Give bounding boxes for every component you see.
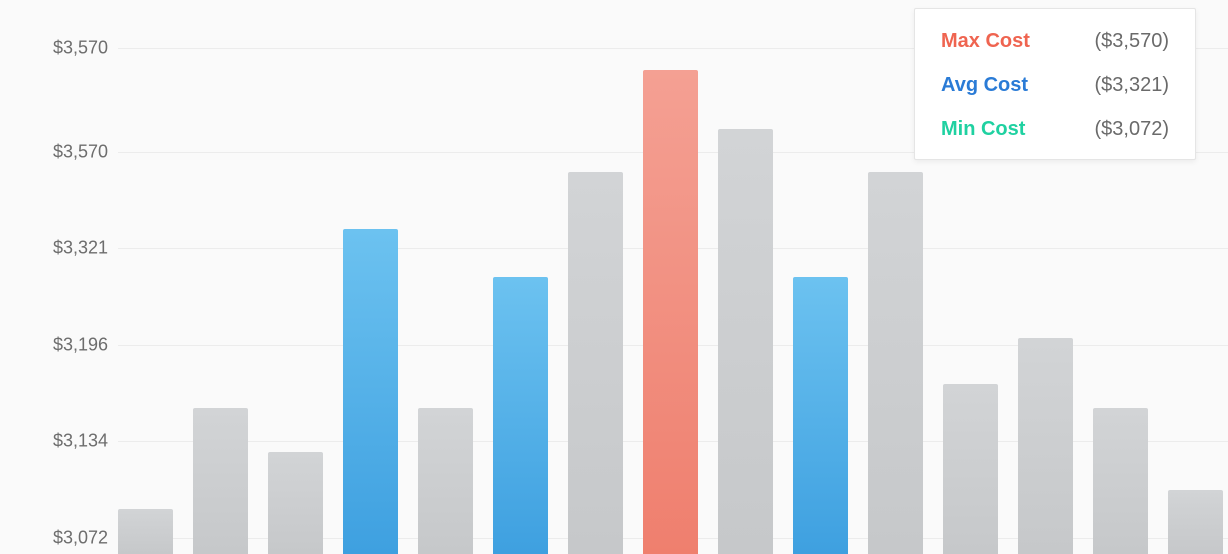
cost-bar-chart: $3,570 $3,570 $3,321 $3,196 $3,134 $3,07…: [0, 0, 1228, 554]
bar: [568, 172, 623, 554]
bar: [1093, 408, 1148, 554]
y-tick-label: $3,321: [0, 238, 108, 259]
legend-row-max: Max Cost ($3,570): [941, 31, 1169, 51]
legend-label-min: Min Cost: [941, 119, 1025, 139]
bar: [943, 384, 998, 554]
bar: [793, 277, 848, 554]
legend-row-min: Min Cost ($3,072): [941, 119, 1169, 139]
bar: [643, 70, 698, 554]
y-tick-label: $3,134: [0, 431, 108, 452]
bar: [1018, 338, 1073, 554]
bar: [718, 129, 773, 554]
bar: [1168, 490, 1223, 554]
legend-value-min: ($3,072): [1095, 119, 1170, 139]
bar: [193, 408, 248, 554]
bar: [493, 277, 548, 554]
legend-row-avg: Avg Cost ($3,321): [941, 75, 1169, 95]
legend-value-max: ($3,570): [1095, 31, 1170, 51]
legend: Max Cost ($3,570) Avg Cost ($3,321) Min …: [914, 8, 1196, 160]
legend-value-avg: ($3,321): [1095, 75, 1170, 95]
bar: [343, 229, 398, 554]
bar: [868, 172, 923, 554]
legend-label-max: Max Cost: [941, 31, 1030, 51]
bar: [418, 408, 473, 554]
y-tick-label: $3,072: [0, 528, 108, 549]
y-tick-label: $3,196: [0, 335, 108, 356]
y-tick-label: $3,570: [0, 142, 108, 163]
legend-label-avg: Avg Cost: [941, 75, 1028, 95]
bar: [118, 509, 173, 554]
bar: [268, 452, 323, 554]
y-tick-label: $3,570: [0, 38, 108, 59]
